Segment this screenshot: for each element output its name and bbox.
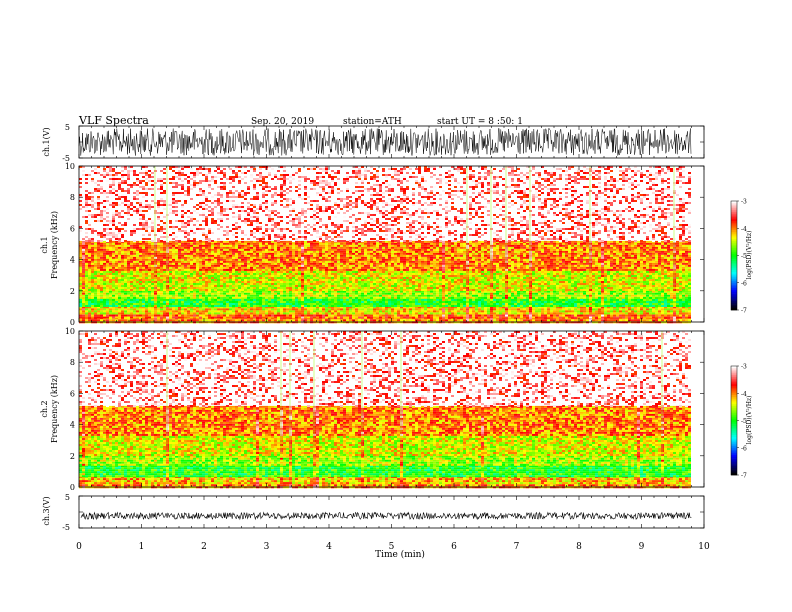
- colorbar2-tick-m3: -3: [741, 364, 747, 371]
- ch2-spectrogram-image: [79, 331, 692, 488]
- colorbar1-tick-m4: -4: [741, 226, 747, 233]
- ch1-waveform-line: [79, 128, 691, 155]
- ch1-ytick-4: 4: [70, 256, 75, 265]
- colorbar2: -3 -4 -5 -6 -7: [731, 364, 747, 480]
- x-tick-9: 9: [639, 542, 645, 552]
- ch1-ytick-6: 6: [70, 224, 75, 233]
- x-tick-0: 0: [76, 542, 82, 552]
- ch2-ytick-6: 6: [70, 389, 75, 398]
- x-tick-1: 1: [139, 542, 145, 552]
- ch2-ytick-8: 8: [70, 358, 75, 367]
- x-tick-5: 5: [389, 542, 395, 552]
- ch1-spectrogram-image: [79, 166, 692, 323]
- date-label: Sep. 20, 2019: [251, 117, 314, 127]
- x-tick-2: 2: [201, 542, 207, 552]
- ch1-ytick-2: 2: [70, 287, 75, 296]
- ch1-waveform-ylabel: ch.1(V): [42, 127, 51, 156]
- ch1-frequency-ylabel: Frequency (kHz): [50, 211, 59, 279]
- x-tick-6: 6: [451, 542, 457, 552]
- ch2-spectrogram-panel: ch.2 Frequency (kHz): [40, 375, 59, 443]
- ch3-waveform-panel: ch.3(V) 5 -5: [42, 493, 70, 532]
- colorbar1-label: log(PSD)(V²/Hz): [746, 231, 753, 280]
- x-axis-label: Time (min): [375, 549, 425, 560]
- ch1-ytick-0: 0: [70, 318, 75, 327]
- ch3-waveform-frame: [79, 496, 704, 528]
- colorbar2-tick-m6: -6: [741, 445, 747, 452]
- ch3-ytick-top: 5: [65, 493, 70, 502]
- colorbar2-tick-m7: -7: [741, 473, 747, 480]
- ch2-ytick-2: 2: [70, 452, 75, 461]
- ch2-ytick-0: 0: [70, 483, 75, 492]
- colorbar1-tick-m3: -3: [741, 199, 747, 206]
- ch3-ytick-bottom: -5: [62, 523, 70, 532]
- colorbar1: -3 -4 -5 -6 -7: [731, 199, 747, 315]
- ch2-frequency-ylabel: Frequency (kHz): [50, 375, 59, 443]
- colorbar1-tick-m5: -5: [741, 253, 747, 260]
- ch1-ytick-8: 8: [70, 193, 75, 202]
- ch1-label: ch.1: [40, 236, 49, 253]
- x-tick-4: 4: [326, 542, 332, 552]
- ch1-ytick-top: 5: [65, 123, 70, 132]
- x-tick-3: 3: [264, 542, 270, 552]
- ch2-ytick-4: 4: [70, 421, 75, 430]
- x-tick-8: 8: [576, 542, 582, 552]
- ch1-waveform-line-group: [79, 128, 691, 155]
- ch3-waveform-line: [81, 513, 691, 520]
- ch2-label: ch.2: [40, 400, 49, 417]
- figure-title: VLF Spectra: [78, 114, 149, 127]
- x-tick-10: 10: [698, 542, 710, 552]
- colorbar2-tick-m5: -5: [741, 418, 747, 425]
- ch3-waveform-line-group: [81, 513, 691, 520]
- start-time-label: start UT = 8 :50: 1: [437, 117, 523, 127]
- ch3-waveform-ylabel: ch.3(V): [42, 496, 51, 525]
- station-label: station=ATH: [343, 117, 402, 127]
- ch1-spectrogram-panel: ch.1 Frequency (kHz): [40, 211, 59, 279]
- ch1-ytick-10: 10: [65, 162, 75, 171]
- colorbar1-tick-m6: -6: [741, 280, 747, 287]
- colorbar1-tick-m7: -7: [741, 308, 747, 315]
- x-tick-7: 7: [514, 542, 520, 552]
- ch2-ytick-10: 10: [65, 327, 75, 336]
- colorbar2-tick-m4: -4: [741, 391, 747, 398]
- colorbar2-label: log(PSD)(V²/Hz): [746, 396, 753, 445]
- ch1-waveform-panel: ch.1(V) 5 -5: [42, 123, 70, 163]
